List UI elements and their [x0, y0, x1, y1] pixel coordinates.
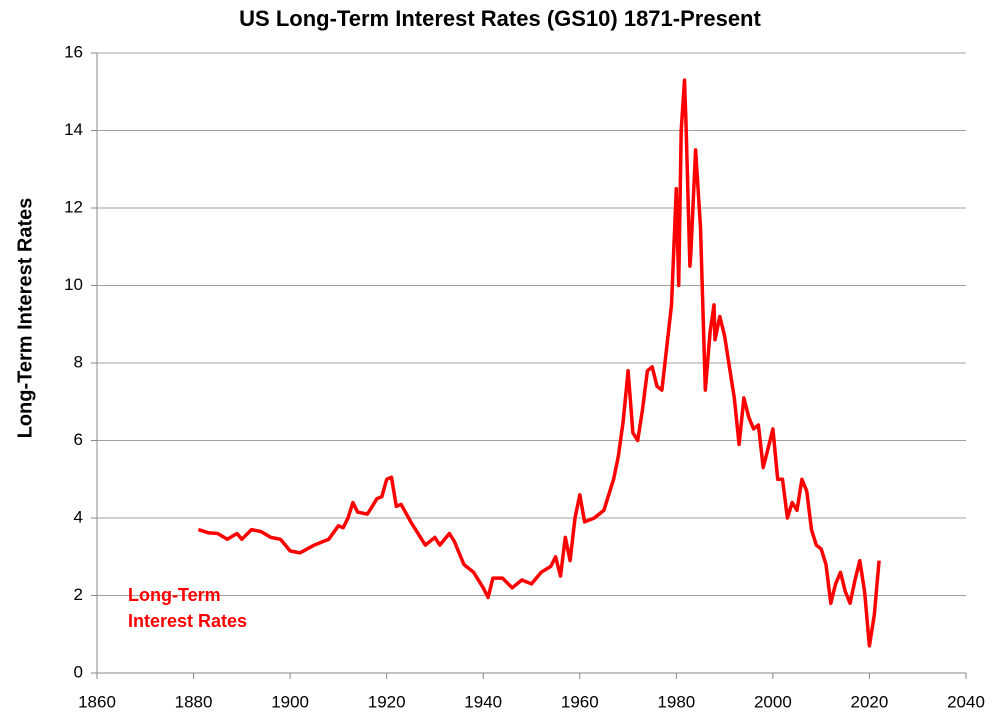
y-tick-label: 16	[64, 42, 83, 61]
y-tick-label: 10	[64, 275, 83, 294]
x-tick-label: 1880	[175, 692, 213, 711]
x-tick-label: 1960	[561, 692, 599, 711]
y-tick-label: 8	[74, 352, 83, 371]
x-tick-label: 1860	[78, 692, 116, 711]
x-tick-label: 2000	[754, 692, 792, 711]
y-tick-label: 14	[64, 120, 83, 139]
x-tick-label: 1900	[271, 692, 309, 711]
chart-title: US Long-Term Interest Rates (GS10) 1871-…	[239, 6, 761, 31]
x-tick-label: 1980	[657, 692, 695, 711]
x-tick-label: 1920	[368, 692, 406, 711]
y-tick-label: 12	[64, 197, 83, 216]
y-tick-label: 2	[74, 585, 83, 604]
y-tick-label: 0	[74, 662, 83, 681]
x-tick-label: 1940	[464, 692, 502, 711]
x-tick-label: 2040	[947, 692, 985, 711]
legend-label: Long-Term Interest Rates	[128, 585, 248, 631]
data-line	[197, 78, 881, 648]
y-tick-label: 6	[74, 430, 83, 449]
y-axis-label: Long-Term Interest Rates	[14, 198, 36, 439]
x-tick-label: 2020	[851, 692, 889, 711]
y-tick-label: 4	[74, 507, 83, 526]
